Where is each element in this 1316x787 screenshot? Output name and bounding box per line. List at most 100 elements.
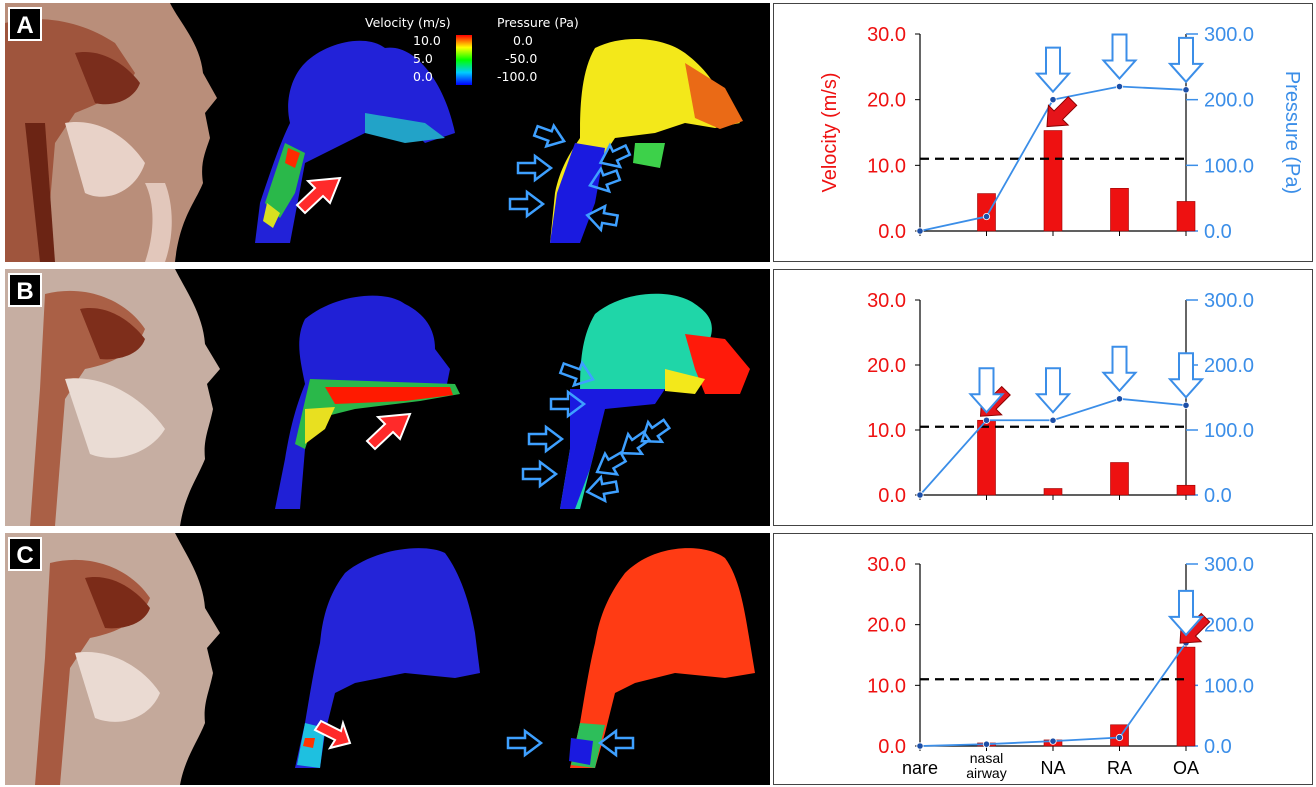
y2-tick-label: 100.0 xyxy=(1204,155,1254,177)
chart-panel-b: 0.0 10.0 20.0 30.0 0.0 100.0 200.0 300.0 xyxy=(773,269,1313,526)
velocity-bar xyxy=(1176,646,1196,747)
velocity-bar xyxy=(1110,462,1129,496)
legend-colorbar xyxy=(456,35,472,85)
velocity-bar xyxy=(1110,188,1129,232)
chart-a-svg: 0.0 10.0 20.0 30.0 0.0 100.0 200.0 300.0 Velocit… xyxy=(819,24,1303,243)
y2-tick-label: 300.0 xyxy=(1204,24,1254,46)
blue-arrow-icons xyxy=(521,359,672,504)
blue-arrow-shape xyxy=(1101,345,1138,393)
pressure-point xyxy=(1115,82,1124,91)
blue-arrow-shape xyxy=(1167,352,1205,399)
legend-velocity-title: Velocity (m/s) xyxy=(365,15,451,30)
blue-arrow-shape xyxy=(1034,46,1072,94)
y2-tick-label: 200.0 xyxy=(1204,615,1254,637)
y2-tick-label: 100.0 xyxy=(1204,675,1254,697)
y2-tick-label: 200.0 xyxy=(1204,90,1254,112)
y-tick-label: 10.0 xyxy=(867,155,906,177)
chart-panel-a: 0.0 10.0 20.0 30.0 0.0 100.0 200.0 300.0 Velocit… xyxy=(773,3,1313,262)
blue-arrow-shape xyxy=(1101,33,1138,81)
velocity-bar xyxy=(977,193,996,232)
velocity-bar xyxy=(1176,201,1196,232)
y2-tick-label: 0.0 xyxy=(1204,221,1232,243)
legend-velocity-tick: 10.0 xyxy=(413,33,441,48)
x-tick-label: nasal airway xyxy=(966,750,1006,781)
pressure-point xyxy=(1049,96,1057,104)
panel-label: B xyxy=(8,273,42,307)
blue-down-arrow-icon xyxy=(1167,589,1205,637)
panel-label: C xyxy=(8,537,42,571)
pressure-airway-model xyxy=(550,38,743,244)
chart-b-svg: 0.0 10.0 20.0 30.0 0.0 100.0 200.0 300.0 xyxy=(867,290,1254,507)
panel-c: C 0.0 10.0 20.0 30.0 0.0 100.0 200.0 300.0 nare n… xyxy=(5,533,1313,785)
y-tick-label: 20.0 xyxy=(867,90,906,112)
ct-head-image xyxy=(5,533,220,785)
blue-arrow-shape xyxy=(1034,367,1072,414)
red-arrow-icon xyxy=(1046,96,1078,128)
legend-velocity-tick: 5.0 xyxy=(413,51,433,66)
y-tick-label: 30.0 xyxy=(867,554,906,576)
y-tick-label: 0.0 xyxy=(878,736,906,758)
pressure-point xyxy=(1182,401,1190,409)
panel-label: A xyxy=(8,7,42,41)
blue-down-arrow-icon xyxy=(1034,46,1072,94)
pressure-point xyxy=(982,212,991,221)
pressure-point xyxy=(916,491,924,499)
pressure-line xyxy=(919,642,1187,747)
y-tick-label: 0.0 xyxy=(878,221,906,243)
pressure-airway-model xyxy=(560,293,750,509)
panel-c-image: C xyxy=(5,533,770,785)
pressure-point xyxy=(982,416,991,424)
pressure-point xyxy=(1115,395,1124,403)
blue-arrow-icons xyxy=(506,728,635,758)
y2-tick-label: 0.0 xyxy=(1204,736,1232,758)
pressure-airway-model xyxy=(569,548,755,768)
pressure-point xyxy=(1049,416,1057,424)
velocity-bar xyxy=(977,419,996,496)
legend-pressure-tick: 0.0 xyxy=(513,33,533,48)
pressure-point xyxy=(916,227,924,235)
blue-down-arrow-icon xyxy=(1167,36,1205,84)
y-tick-label: 30.0 xyxy=(867,24,906,46)
pressure-point xyxy=(982,740,991,748)
panel-a-scans xyxy=(5,3,743,262)
red-arrow-shape xyxy=(1046,96,1078,128)
x-tick-label: RA xyxy=(1107,758,1132,778)
red-arrow-icon xyxy=(365,412,412,451)
panel-b: B 0.0 10.0 20.0 30.0 0.0 100.0 200.0 300.0 xyxy=(5,269,1313,526)
y-tick-label: 0.0 xyxy=(878,485,906,507)
y-tick-label: 30.0 xyxy=(867,290,906,312)
y-tick-label: 10.0 xyxy=(867,420,906,442)
y-tick-label: 20.0 xyxy=(867,615,906,637)
y2-tick-label: 100.0 xyxy=(1204,420,1254,442)
panel-a-image: Velocity (m/s) Pressure (Pa) 10.0 5.0 0.… xyxy=(5,3,770,262)
legend-pressure-tick: -50.0 xyxy=(505,51,538,66)
blue-down-arrow-icon xyxy=(968,367,1005,414)
ct-head-image xyxy=(5,3,245,262)
blue-down-arrow-icon xyxy=(1167,352,1205,399)
y2-axis-title: Pressure (Pa) xyxy=(1281,71,1303,194)
y2-tick-label: 300.0 xyxy=(1204,290,1254,312)
chart-c-svg: 0.0 10.0 20.0 30.0 0.0 100.0 200.0 300.0 nare nas… xyxy=(867,554,1254,781)
panel-c-scans xyxy=(5,533,755,785)
legend-velocity-tick: 0.0 xyxy=(413,69,433,84)
velocity-airway-model xyxy=(275,295,460,509)
panel-a: Velocity (m/s) Pressure (Pa) 10.0 5.0 0.… xyxy=(5,3,1313,262)
color-legend: Velocity (m/s) Pressure (Pa) 10.0 5.0 0.… xyxy=(365,15,615,105)
velocity-airway-model xyxy=(255,40,455,244)
blue-down-arrow-icon xyxy=(1101,345,1138,393)
velocity-bar xyxy=(1043,130,1063,232)
pressure-point xyxy=(916,742,924,750)
blue-down-arrow-icon xyxy=(1034,367,1072,414)
velocity-bar xyxy=(1176,484,1196,496)
blue-arrow-shape xyxy=(968,367,1005,414)
blue-arrow-shape xyxy=(1167,589,1205,637)
y2-tick-label: 0.0 xyxy=(1204,485,1232,507)
ct-head-image xyxy=(5,269,220,526)
pressure-point xyxy=(1049,737,1057,745)
panel-b-scans xyxy=(5,269,750,526)
pressure-point xyxy=(1182,86,1190,94)
blue-arrow-shape xyxy=(1167,36,1205,84)
pressure-point xyxy=(1115,733,1124,742)
blue-arrow-icons xyxy=(508,122,632,233)
velocity-airway-model xyxy=(295,548,480,768)
